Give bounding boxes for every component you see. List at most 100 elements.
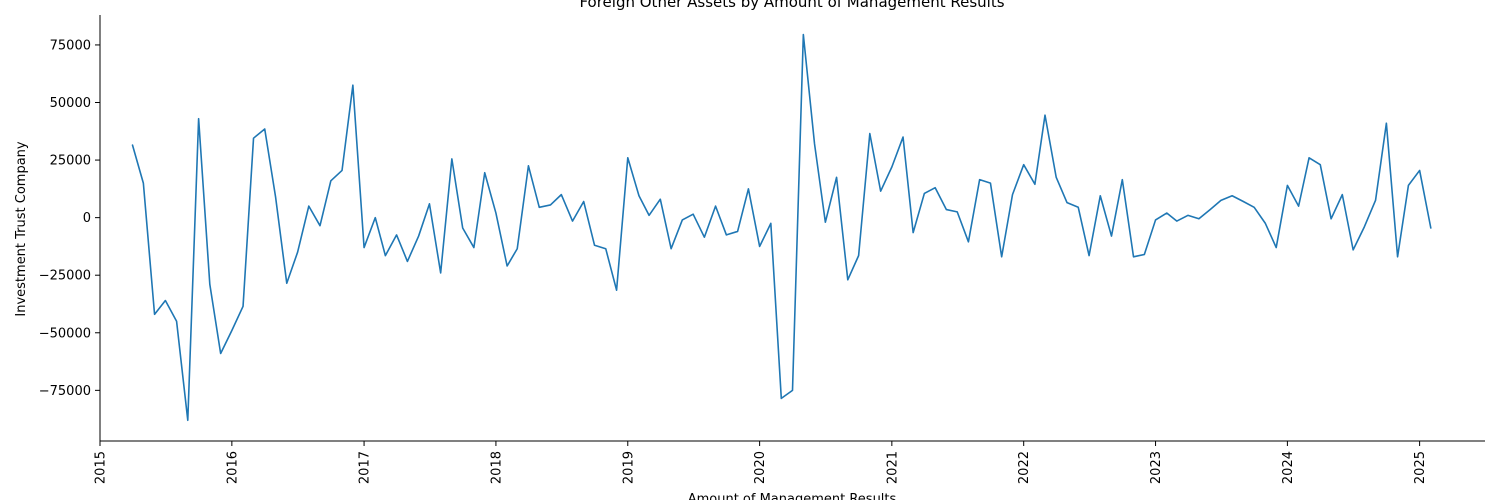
data-point xyxy=(646,212,652,218)
data-point xyxy=(735,228,741,234)
data-point xyxy=(768,220,774,226)
data-point xyxy=(174,318,180,324)
data-point xyxy=(130,142,136,148)
data-point xyxy=(1207,207,1213,213)
data-point xyxy=(1097,193,1103,199)
data-point xyxy=(273,194,279,200)
data-point xyxy=(306,203,312,209)
data-point xyxy=(284,280,290,286)
y-axis-title: Investment Trust Company xyxy=(14,141,29,317)
data-point xyxy=(999,254,1005,260)
data-point xyxy=(790,387,796,393)
data-point xyxy=(426,201,432,207)
data-point xyxy=(416,233,422,239)
data-point xyxy=(350,82,356,88)
data-point xyxy=(1075,204,1081,210)
y-tick-label: 75000 xyxy=(50,38,91,53)
x-tick-label: 2021 xyxy=(885,451,900,484)
x-tick-label: 2022 xyxy=(1017,451,1032,484)
data-point xyxy=(218,351,224,357)
x-tick-label: 2017 xyxy=(358,451,373,484)
data-point xyxy=(592,242,598,248)
data-point xyxy=(1350,247,1356,253)
data-point xyxy=(1405,182,1411,188)
data-point xyxy=(856,253,862,259)
data-point xyxy=(1153,217,1159,223)
x-tick-label: 2016 xyxy=(225,451,240,484)
y-tick-label: 50000 xyxy=(50,96,91,111)
y-tick-label: −75000 xyxy=(39,384,91,399)
data-point xyxy=(965,239,971,245)
x-axis-title: Amount of Management Results xyxy=(688,492,897,500)
data-point xyxy=(162,298,168,304)
data-point xyxy=(251,135,257,141)
data-point xyxy=(668,246,674,252)
data-point xyxy=(1428,225,1434,231)
data-point xyxy=(1131,254,1137,260)
data-point xyxy=(910,230,916,236)
data-point xyxy=(1119,177,1125,183)
data-point xyxy=(295,249,301,255)
data-point xyxy=(1296,203,1302,209)
data-point xyxy=(449,156,455,162)
data-point xyxy=(800,32,806,38)
data-point xyxy=(152,311,158,317)
data-point xyxy=(536,204,542,210)
data-point xyxy=(229,327,235,333)
data-point xyxy=(778,395,784,401)
y-tick-label: −25000 xyxy=(39,269,91,284)
data-point xyxy=(1196,216,1202,222)
data-point xyxy=(570,218,576,224)
data-point xyxy=(932,185,938,191)
data-point xyxy=(1185,212,1191,218)
data-point xyxy=(460,225,466,231)
data-point xyxy=(262,126,268,132)
data-point xyxy=(977,177,983,183)
data-point xyxy=(679,217,685,223)
data-point xyxy=(1086,253,1092,259)
data-point xyxy=(1174,218,1180,224)
x-tick-label: 2024 xyxy=(1281,451,1296,484)
data-point xyxy=(745,186,751,192)
data-point xyxy=(954,209,960,215)
data-point xyxy=(207,281,213,287)
data-point xyxy=(603,246,609,252)
data-point xyxy=(1328,216,1334,222)
data-point xyxy=(1317,162,1323,168)
data-point xyxy=(1053,174,1059,180)
series-line xyxy=(131,33,1432,422)
data-point xyxy=(1383,120,1389,126)
data-point xyxy=(1032,181,1038,187)
data-point xyxy=(822,219,828,225)
chart-title: Foreign Other Assets by Amount of Manage… xyxy=(579,0,1004,11)
data-point xyxy=(614,287,620,293)
data-point xyxy=(900,134,906,140)
data-point xyxy=(889,164,895,170)
data-point xyxy=(1262,220,1268,226)
data-point xyxy=(812,141,818,147)
data-point xyxy=(723,232,729,238)
x-tick-label: 2023 xyxy=(1149,451,1164,484)
data-point xyxy=(514,246,520,252)
data-point xyxy=(372,215,378,221)
data-point xyxy=(1251,204,1257,210)
data-point xyxy=(1395,254,1401,260)
data-point xyxy=(317,223,323,229)
data-point xyxy=(1361,224,1367,230)
x-tick-label: 2018 xyxy=(489,451,504,484)
data-point xyxy=(757,243,763,249)
data-point xyxy=(558,192,564,198)
data-point xyxy=(382,253,388,259)
data-point xyxy=(878,188,884,194)
x-tick-label: 2015 xyxy=(94,451,109,484)
data-point xyxy=(701,234,707,240)
data-point xyxy=(867,131,873,137)
data-point xyxy=(987,180,993,186)
data-point xyxy=(185,417,191,423)
data-point xyxy=(547,202,553,208)
data-point xyxy=(1021,162,1027,168)
data-point xyxy=(1373,197,1379,203)
data-point xyxy=(240,303,246,309)
data-point xyxy=(394,232,400,238)
